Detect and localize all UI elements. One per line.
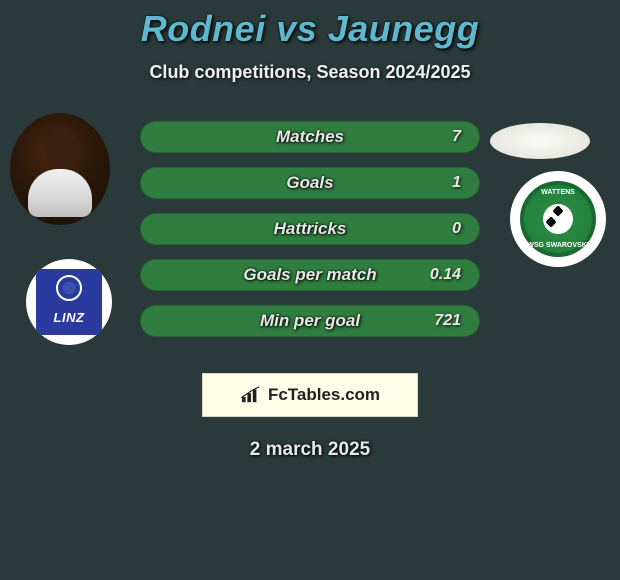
stat-row-gpm: Goals per match 0.14 [140,259,480,291]
stat-value-right: 7 [452,128,461,146]
soccer-ball-icon [543,204,573,234]
stat-rows: Matches 7 Goals 1 Hattricks 0 Goals per … [140,121,480,351]
page-title: Rodnei vs Jaunegg [0,0,620,50]
stat-row-mpg: Min per goal 721 [140,305,480,337]
stat-row-matches: Matches 7 [140,121,480,153]
date-text: 2 march 2025 [0,439,620,461]
infographic-card: Rodnei vs Jaunegg Club competitions, Sea… [0,0,620,580]
stat-row-hattricks: Hattricks 0 [140,213,480,245]
site-name: FcTables.com [268,385,380,405]
club-left-badge: LINZ [26,259,112,345]
subtitle: Club competitions, Season 2024/2025 [0,62,620,83]
stat-value-right: 0 [452,220,461,238]
club-left-short: LINZ [54,311,85,325]
stat-label: Goals [286,173,333,193]
stat-value-right: 0.14 [430,266,461,284]
stat-label: Min per goal [260,311,360,331]
club-left-inner: LINZ [36,269,102,335]
club-right-inner: WATTENS WSG SWAROVSKI [520,181,596,257]
bar-chart-icon [240,386,262,404]
site-logo-box: FcTables.com [202,373,418,417]
stat-value-right: 721 [434,312,461,330]
player-left-avatar [10,113,110,225]
club-right-bot-text: WSG SWAROVSKI [527,242,588,249]
club-right-top-text: WATTENS [541,189,575,196]
club-right-badge: WATTENS WSG SWAROVSKI [510,171,606,267]
stat-value-right: 1 [452,174,461,192]
player-right-avatar [490,123,590,159]
stats-area: LINZ WATTENS WSG SWAROVSKI Matches 7 Goa… [0,121,620,361]
stat-label: Hattricks [274,219,347,239]
stat-row-goals: Goals 1 [140,167,480,199]
stat-label: Goals per match [243,265,376,285]
stat-label: Matches [276,127,344,147]
